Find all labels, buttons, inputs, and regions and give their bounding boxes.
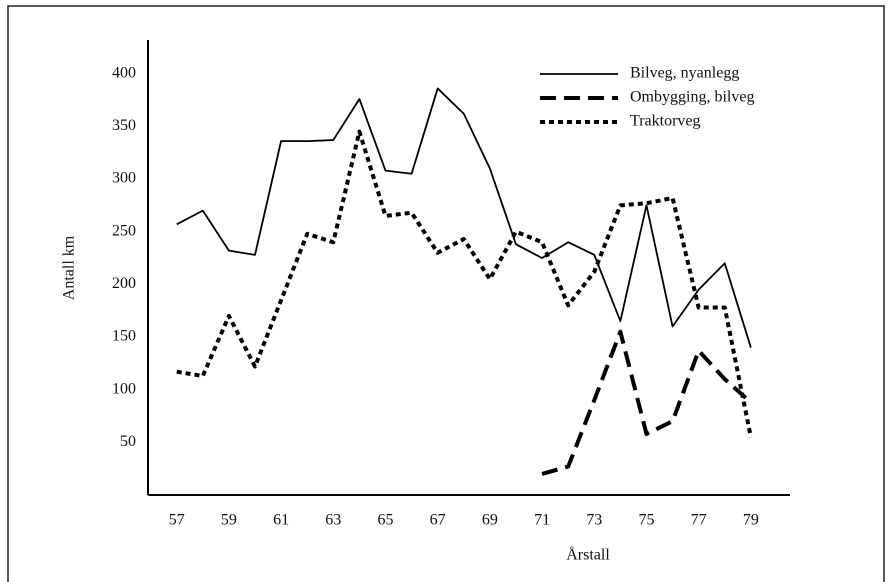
- legend-label: Bilveg, nyanlegg: [630, 65, 739, 82]
- x-tick-label: 75: [638, 512, 654, 529]
- y-axis-label: Antall km: [61, 235, 78, 300]
- legend-label: Traktorveg: [630, 113, 701, 130]
- y-tick-label: 150: [112, 328, 136, 345]
- x-tick-label: 79: [743, 512, 759, 529]
- y-tick-label: 350: [112, 117, 136, 134]
- x-tick-label: 61: [273, 512, 289, 529]
- x-tick-label: 73: [586, 512, 602, 529]
- y-tick-label: 50: [120, 433, 136, 450]
- x-tick-label: 63: [325, 512, 341, 529]
- series-line: [176, 129, 753, 438]
- y-tick-label: 100: [112, 380, 136, 397]
- y-tick-label: 250: [112, 222, 136, 239]
- legend-label: Ombygging, bilveg: [630, 89, 754, 106]
- y-tick-label: 300: [112, 170, 136, 187]
- x-tick-label: 59: [221, 512, 237, 529]
- x-tick-label: 71: [534, 512, 550, 529]
- x-tick-label: 69: [482, 512, 498, 529]
- x-tick-label: 67: [430, 512, 446, 529]
- x-tick-label: 65: [377, 512, 393, 529]
- x-axis-label: Årstall: [566, 546, 610, 564]
- series-line: [541, 329, 753, 476]
- frame: [7, 5, 885, 582]
- y-tick-label: 400: [112, 64, 136, 81]
- y-tick-label: 200: [112, 275, 136, 292]
- x-tick-label: 57: [169, 512, 185, 529]
- series-line: [176, 87, 752, 348]
- x-tick-label: 77: [691, 512, 707, 529]
